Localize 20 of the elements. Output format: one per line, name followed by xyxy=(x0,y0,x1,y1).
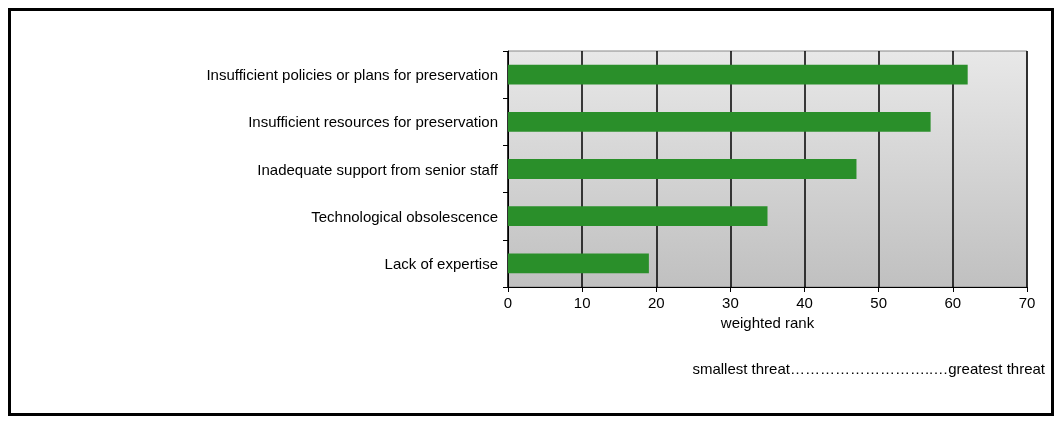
bar xyxy=(508,64,968,85)
x-tick-label: 30 xyxy=(722,294,739,311)
x-axis-title: weighted rank xyxy=(719,313,815,331)
x-tick-label: 40 xyxy=(796,294,813,311)
y-tick-label: Inadequate support from senior staff xyxy=(257,160,499,178)
y-tick-label: Technological obsolescence xyxy=(311,207,498,225)
x-tick-label: 50 xyxy=(870,294,888,311)
bar xyxy=(508,206,768,227)
y-tick-label: Lack of expertise xyxy=(384,254,498,272)
x-tick-label: 60 xyxy=(944,294,962,311)
bar xyxy=(508,111,931,132)
text: smallest threat………………………..…greatest threat xyxy=(692,360,1046,377)
x-tick-label: 20 xyxy=(647,294,665,311)
y-tick-label: Insufficient policies or plans for preservation xyxy=(206,66,498,84)
bar xyxy=(508,253,649,274)
x-tick-label: 10 xyxy=(573,294,591,311)
bar xyxy=(508,159,857,179)
x-tick-label: 70 xyxy=(1018,294,1036,311)
x-tick-label: 0 xyxy=(503,294,513,311)
y-tick-label: Insufficient resources for preservation xyxy=(248,113,498,131)
